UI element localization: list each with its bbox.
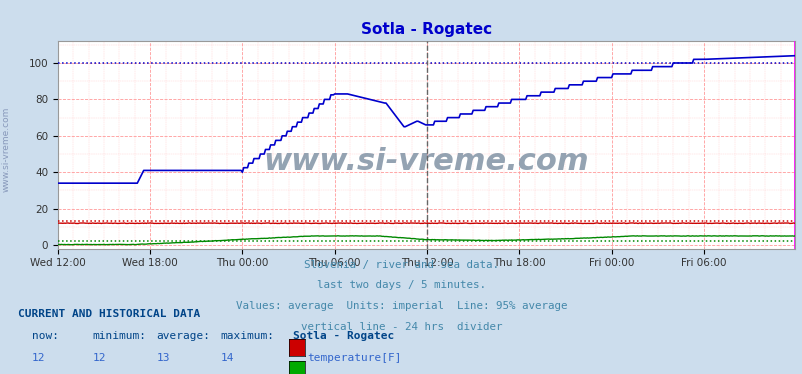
- Text: 12: 12: [32, 353, 46, 363]
- Text: www.si-vreme.com: www.si-vreme.com: [263, 147, 589, 176]
- Text: Sotla - Rogatec: Sotla - Rogatec: [293, 331, 394, 341]
- Text: 13: 13: [156, 353, 170, 363]
- Text: temperature[F]: temperature[F]: [307, 353, 402, 363]
- Text: average:: average:: [156, 331, 210, 341]
- Text: now:: now:: [32, 331, 59, 341]
- Text: vertical line - 24 hrs  divider: vertical line - 24 hrs divider: [301, 322, 501, 332]
- Text: www.si-vreme.com: www.si-vreme.com: [2, 107, 11, 192]
- Text: 12: 12: [92, 353, 106, 363]
- Text: Slovenia / river and sea data.: Slovenia / river and sea data.: [304, 260, 498, 270]
- Text: last two days / 5 minutes.: last two days / 5 minutes.: [317, 280, 485, 291]
- Text: maximum:: maximum:: [221, 331, 274, 341]
- Title: Sotla - Rogatec: Sotla - Rogatec: [360, 22, 492, 37]
- Text: 14: 14: [221, 353, 234, 363]
- Text: Values: average  Units: imperial  Line: 95% average: Values: average Units: imperial Line: 95…: [236, 301, 566, 311]
- Text: CURRENT AND HISTORICAL DATA: CURRENT AND HISTORICAL DATA: [18, 309, 200, 319]
- Text: minimum:: minimum:: [92, 331, 146, 341]
